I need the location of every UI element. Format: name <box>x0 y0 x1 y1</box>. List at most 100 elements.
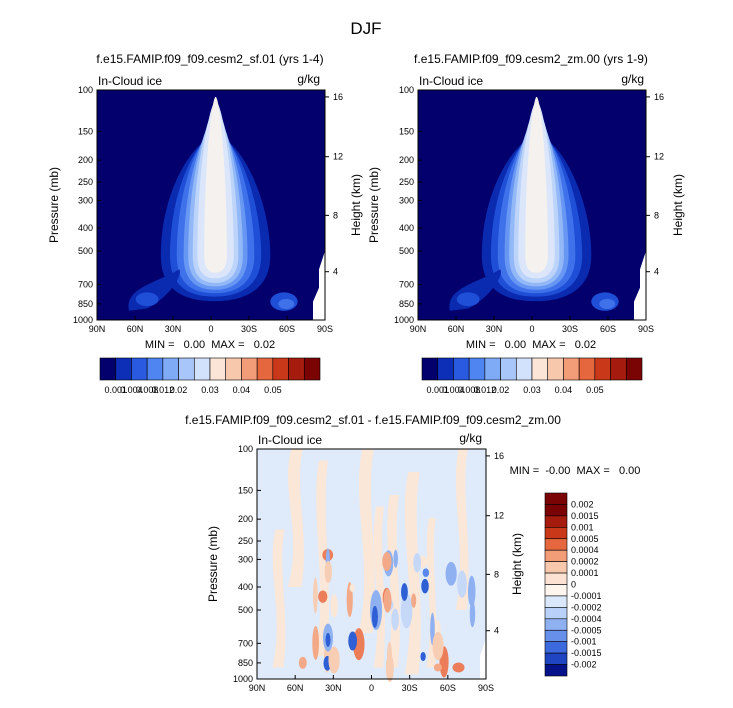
min-max-text: MIN = 0.00 MAX = 0.02 <box>466 339 596 351</box>
contour-level <box>456 292 480 307</box>
contour-level <box>393 549 398 568</box>
colorbar-swatch <box>453 357 470 381</box>
x-tick-label: 90S <box>638 324 654 334</box>
x-tick-label: 0 <box>529 324 534 334</box>
y-tick-label: 500 <box>399 246 414 256</box>
colorbar-label: -0.001 <box>571 637 597 647</box>
colorbar-label: 0.008 <box>136 385 159 395</box>
contour-field <box>97 90 325 320</box>
colorbar-label: 0.012 <box>152 385 175 395</box>
colorbar-label: 0.001 <box>571 522 594 532</box>
colorbar-label: -0.002 <box>571 660 597 670</box>
variable-label: In-Cloud ice <box>419 74 483 88</box>
x-tick-label: 60S <box>279 324 295 334</box>
variable-label: In-Cloud ice <box>258 433 322 447</box>
colorbar-label: 0.001 <box>104 385 127 395</box>
colorbar-swatch <box>99 357 117 381</box>
colorbar-label: 0.05 <box>264 385 282 395</box>
panel-title: f.e15.FAMIP.f09_f09.cesm2_zm.00 (yrs 1-9… <box>414 52 648 66</box>
y-tick-label: 850 <box>78 299 93 309</box>
colorbar-label: -0.0002 <box>571 602 602 612</box>
colorbar-swatch <box>544 549 568 562</box>
colorbar-swatch <box>241 357 258 381</box>
colorbar-label: -0.0001 <box>571 591 602 601</box>
colorbar-swatch <box>303 357 321 381</box>
colorbar-swatch <box>500 357 517 381</box>
contour-level <box>404 472 421 675</box>
y-tick-label: 700 <box>238 638 253 648</box>
colorbar-swatch <box>162 357 179 381</box>
colorbar-label: -0.0005 <box>571 625 602 635</box>
y-tick-label: 150 <box>399 126 414 136</box>
contour-level <box>316 460 329 656</box>
y-tick-label: 700 <box>78 279 93 289</box>
colorbar-swatch <box>256 357 274 381</box>
panel-zm00: f.e15.FAMIP.f09_f09.cesm2_zm.00 (yrs 1-9… <box>367 52 685 395</box>
y-tick-label: 500 <box>78 246 93 256</box>
y2-tick-label: 12 <box>654 152 664 162</box>
x-tick-label: 60N <box>127 324 144 334</box>
contour-level <box>599 298 616 309</box>
colorbar-swatch <box>578 357 596 381</box>
panel-title: f.e15.FAMIP.f09_f09.cesm2_sf.01 (yrs 1-4… <box>96 52 323 66</box>
colorbar-swatch <box>193 357 211 381</box>
colorbar-label: 0.0004 <box>571 545 599 555</box>
y-tick-label: 400 <box>238 582 253 592</box>
y-tick-label: 250 <box>78 177 93 187</box>
contour-level <box>272 529 286 668</box>
contour-level <box>422 568 430 577</box>
x-tick-label: 90N <box>410 324 427 334</box>
y-tick-label: 400 <box>399 223 414 233</box>
colorbar-swatch <box>625 357 643 381</box>
contour-level <box>413 553 422 573</box>
contour-level <box>445 561 457 586</box>
contour-level <box>383 588 392 613</box>
contour-level <box>278 298 295 309</box>
contour-level <box>313 577 318 614</box>
x-tick-label: 90S <box>478 683 494 693</box>
colorbar-swatch <box>288 357 305 381</box>
units-label: g/kg <box>621 72 644 86</box>
colorbar-label: 0.0002 <box>571 557 599 567</box>
contour-level <box>312 625 319 660</box>
variable-label: In-Cloud ice <box>98 74 162 88</box>
y-tick-label: 850 <box>399 299 414 309</box>
colorbar-swatch <box>115 357 132 381</box>
colorbar-swatch <box>544 584 568 597</box>
colorbar-label: -0.0004 <box>571 614 602 624</box>
y2-tick-label: 8 <box>333 210 338 220</box>
contour-level <box>469 600 476 628</box>
missing-data <box>480 637 486 679</box>
contour-level <box>348 631 358 651</box>
x-tick-label: 30N <box>325 683 342 693</box>
contour-level <box>467 575 476 608</box>
colorbar-swatch <box>547 357 564 381</box>
y-tick-label: 200 <box>238 514 253 524</box>
colorbar-swatch <box>544 641 568 654</box>
missing-data <box>313 251 325 320</box>
y2-tick-label: 8 <box>654 210 659 220</box>
colorbar-swatch <box>178 357 195 381</box>
colorbar-label: 0.03 <box>523 385 541 395</box>
contour-level <box>401 583 408 601</box>
y-tick-label: 100 <box>399 85 414 95</box>
colorbar-swatch <box>437 357 454 381</box>
colorbar-swatch <box>544 527 568 540</box>
y-axis-label: Pressure (mb) <box>206 526 220 602</box>
colorbar-swatch <box>544 538 568 551</box>
contour-level <box>298 656 307 669</box>
colorbar-swatch <box>544 515 568 528</box>
colorbar-label: 0.04 <box>555 385 573 395</box>
y-tick-label: 250 <box>238 536 253 546</box>
y-tick-label: 1000 <box>233 674 253 684</box>
contour-field <box>418 90 646 320</box>
y-tick-label: 100 <box>78 85 93 95</box>
units-label: g/kg <box>297 72 320 86</box>
y2-tick-label: 16 <box>654 92 664 102</box>
colorbar-swatch <box>544 664 568 677</box>
colorbar-swatch <box>146 357 164 381</box>
contour-level <box>135 292 159 307</box>
page-title: DJF <box>350 19 381 38</box>
